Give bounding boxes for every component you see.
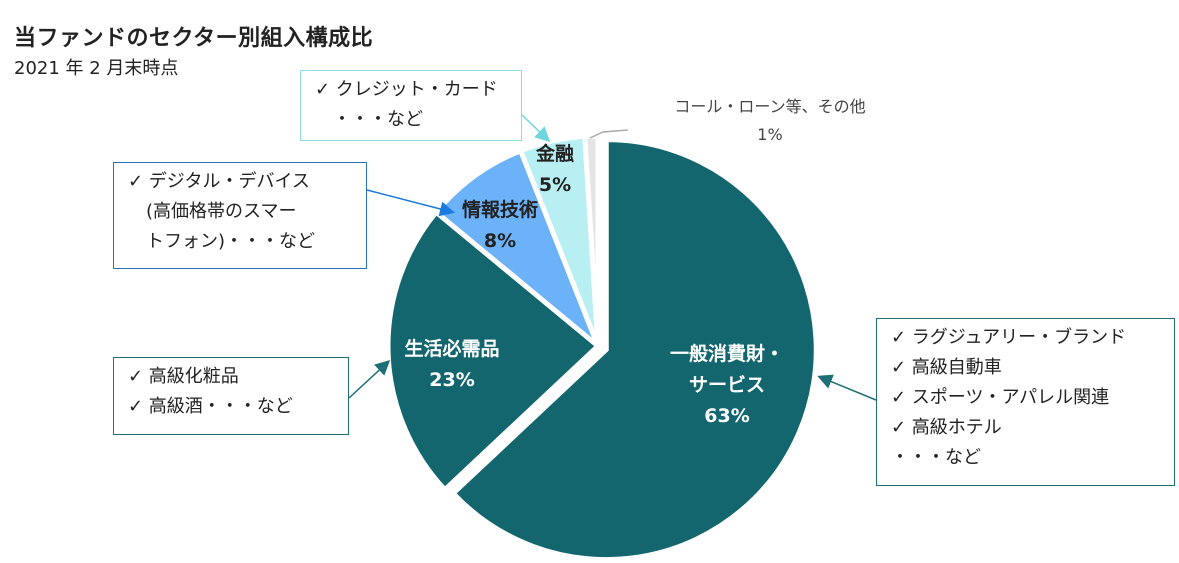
pie-slice-consumer-staples bbox=[385, 208, 602, 494]
chart-title: 当ファンドのセクター別組入構成比 bbox=[14, 26, 374, 51]
slice-name-label: コール・ローン等、その他 bbox=[674, 97, 865, 116]
slice-value-label: 5% bbox=[539, 174, 571, 196]
slice-name-label: 金融 bbox=[535, 142, 574, 165]
pie-slice-other bbox=[582, 133, 601, 347]
slice-value-label: 63% bbox=[704, 405, 749, 427]
callout-line: ✓ クレジット・カード bbox=[315, 79, 498, 100]
callout-finance: ✓ クレジット・カード ・・・など bbox=[300, 70, 522, 141]
callout-line: ✓ 高級化粧品 bbox=[128, 366, 239, 387]
slice-value-label: 23% bbox=[429, 369, 474, 391]
pie-slice-consumer-discretionary bbox=[449, 137, 819, 563]
callout-line: ✓ 高級自動車 bbox=[891, 357, 1002, 378]
callout-line: ・・・など bbox=[315, 109, 423, 130]
callout-line: (高価格帯のスマー bbox=[128, 201, 297, 222]
callout-line: ✓ 高級酒・・・など bbox=[128, 396, 293, 417]
slice-value-label: 1% bbox=[757, 125, 782, 144]
callout-line: ✓ 高級ホテル bbox=[891, 417, 1002, 438]
callout-information-technology: ✓ デジタル・デバイス (高価格帯のスマー トフォン)・・・など bbox=[113, 162, 367, 269]
chart-subtitle: 2021 年 2 月末時点 bbox=[14, 58, 179, 79]
finance-arrow bbox=[521, 114, 551, 143]
callout-line: トフォン)・・・など bbox=[128, 231, 316, 252]
other-leader-line bbox=[589, 129, 629, 139]
slice-value-label: 8% bbox=[484, 230, 516, 252]
callout-line: ✓ ラグジュアリー・ブランド bbox=[891, 327, 1127, 348]
staples-arrow bbox=[348, 359, 391, 399]
callout-consumer-discretionary: ✓ ラグジュアリー・ブランド ✓ 高級自動車 ✓ スポーツ・アパレル関連 ✓ 高級ホテ… bbox=[876, 318, 1175, 486]
callout-line: ・・・など bbox=[891, 447, 981, 468]
slice-name-label: サービス bbox=[689, 374, 765, 396]
slice-name-label: 情報技術 bbox=[462, 198, 538, 221]
callout-line: ✓ デジタル・デバイス bbox=[128, 171, 310, 192]
slice-name-label: 生活必需品 bbox=[404, 337, 499, 360]
it-arrow bbox=[366, 189, 455, 217]
callout-line: ✓ スポーツ・アパレル関連 bbox=[891, 387, 1110, 408]
slice-name-label: 一般消費財・ bbox=[670, 342, 784, 365]
discretionary-arrow bbox=[817, 374, 877, 401]
callout-consumer-staples: ✓ 高級化粧品 ✓ 高級酒・・・など bbox=[113, 357, 349, 435]
